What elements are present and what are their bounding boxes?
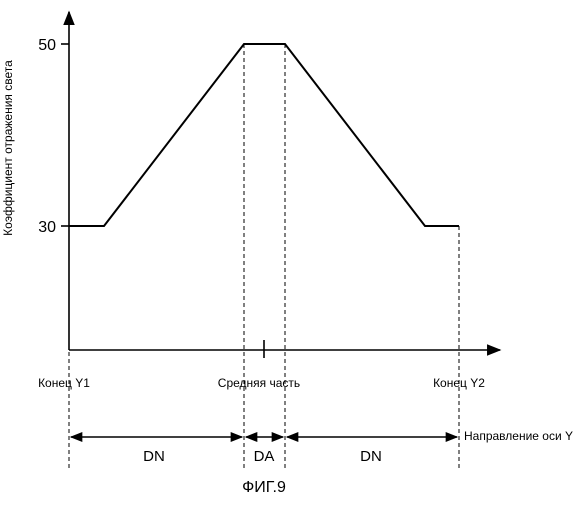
figure-caption: ФИГ.9 bbox=[242, 479, 286, 496]
segment-label-dn-left: DN bbox=[143, 448, 165, 465]
x-label-end-y2: Конец Y2 bbox=[433, 376, 485, 390]
y-axis-title: Коэффициент отражения света bbox=[1, 60, 15, 236]
segment-label-dn-right: DN bbox=[360, 448, 382, 465]
segment-label-da: DA bbox=[254, 448, 275, 465]
y-tick-label-30: 30 bbox=[38, 219, 56, 236]
axis-direction-label: Направление оси Y bbox=[464, 429, 573, 443]
x-label-end-y1: Конец Y1 bbox=[38, 376, 90, 390]
y-tick-label-50: 50 bbox=[38, 37, 56, 54]
x-label-middle: Средняя часть bbox=[218, 376, 300, 390]
reflectance-curve bbox=[69, 44, 459, 226]
